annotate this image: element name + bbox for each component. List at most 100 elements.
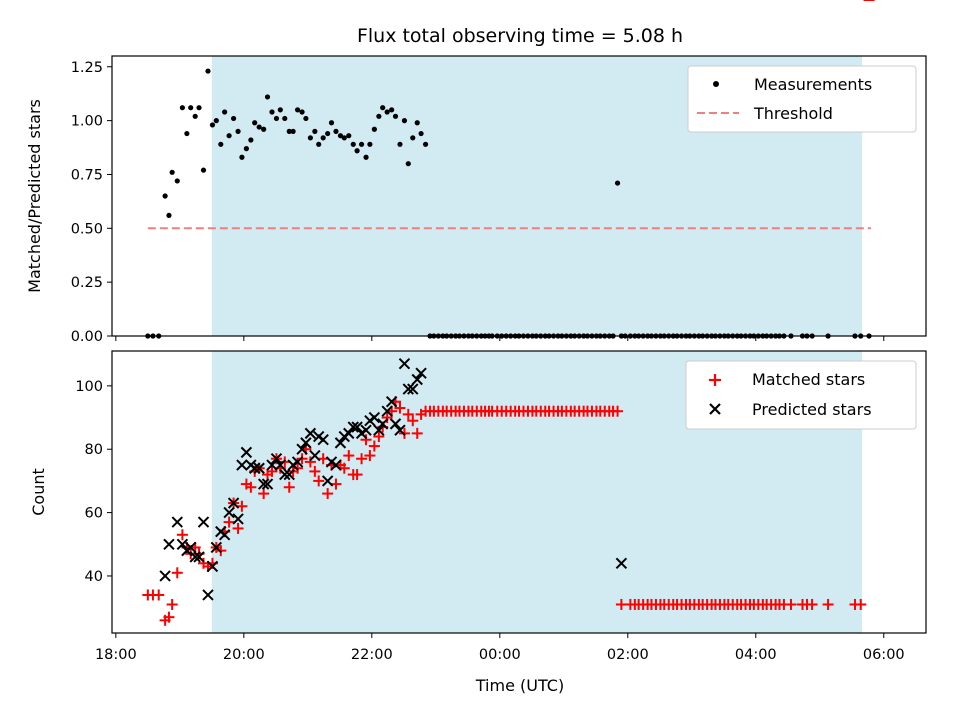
measurement-point <box>273 115 280 122</box>
measurement-point <box>414 120 420 126</box>
predicted-star-point <box>398 357 411 370</box>
measurement-point <box>269 109 275 115</box>
predicted-star-point <box>236 459 248 471</box>
predicted-star-point <box>279 468 291 481</box>
bottom-panel-frame <box>111 350 927 634</box>
predicted-star-point <box>248 462 261 474</box>
measurement-point <box>614 180 621 186</box>
x-tick-label: 20:00 <box>223 647 265 663</box>
measurement-point <box>196 105 202 111</box>
measurement-point <box>213 118 219 124</box>
x-tick-label: 06:00 <box>863 647 905 663</box>
measurement-point <box>248 137 254 143</box>
predicted-star-point <box>407 383 419 395</box>
matched-star-point <box>232 522 244 534</box>
bottom-panel: 40 60 80 100 18:00 20:00 22:00 00:00 02:00 04:00… <box>29 0 927 695</box>
x-tick-label: 02:00 <box>607 647 649 663</box>
measurement-point <box>192 113 198 119</box>
predicted-star-point <box>253 462 265 474</box>
measurement-point <box>179 105 185 111</box>
predicted-star-point <box>206 560 219 573</box>
predicted-star-point <box>232 513 244 525</box>
top-y-tick-label: 0.50 <box>71 221 103 237</box>
measurement-point <box>341 135 347 141</box>
bottom-y-tick-label: 80 <box>85 442 103 458</box>
predicted-star-point <box>351 421 363 433</box>
measurement-point <box>209 122 216 128</box>
matched-star-point <box>166 598 178 610</box>
measurement-point <box>294 107 301 113</box>
measurement-point <box>354 148 360 154</box>
measurement-point <box>277 107 283 113</box>
matched-star-point <box>785 598 797 610</box>
measurement-point <box>358 141 365 147</box>
matched-star-point <box>407 415 419 427</box>
measurement-point <box>226 133 232 139</box>
predicted-star-point <box>415 367 427 379</box>
bottom-y-tick-label: 40 <box>85 569 103 585</box>
measurement-point <box>350 141 356 147</box>
predicted-star-point <box>266 459 278 471</box>
measurement-point <box>397 141 403 147</box>
measurement-point <box>169 169 175 175</box>
bottom-legend-box <box>685 360 917 430</box>
matched-star-point <box>322 488 334 500</box>
measurement-point <box>261 126 267 132</box>
predicted-star-point <box>291 456 304 468</box>
predicted-star-point <box>385 395 398 408</box>
matched-star-point <box>360 434 372 446</box>
measurement-point <box>256 124 262 130</box>
measurement-point <box>282 115 288 122</box>
matched-star-point <box>313 475 325 487</box>
matched-star-point <box>343 450 355 462</box>
predicted-star-point <box>218 529 231 541</box>
predicted-star-point <box>185 541 197 554</box>
x-tick-label: 22:00 <box>351 647 393 663</box>
top-legend-box <box>687 65 917 133</box>
legend-threshold-label: Threshold <box>753 104 833 123</box>
measurement-point <box>376 113 382 119</box>
matched-star-point <box>373 431 385 443</box>
matched-star-point <box>356 453 368 465</box>
legend-measurements-marker <box>713 81 719 87</box>
legend-matched-marker <box>709 374 721 386</box>
predicted-star-point <box>334 437 347 449</box>
predicted-star-point <box>381 405 393 417</box>
measurement-point <box>401 118 408 124</box>
predicted-star-point <box>227 497 240 509</box>
measurement-point <box>380 105 386 111</box>
predicted-star-point <box>343 427 355 440</box>
top-y-tick-label: 1.00 <box>71 114 103 130</box>
predicted-star-point <box>202 589 214 601</box>
top-legend: Measurements Threshold <box>687 65 917 133</box>
predicted-star-point <box>159 570 171 582</box>
predicted-star-point <box>402 383 414 395</box>
matched-star-point <box>411 427 423 439</box>
measurement-point <box>290 128 296 134</box>
matched-star-point <box>822 598 834 610</box>
predicted-star-point <box>360 424 372 436</box>
measurement-point <box>184 130 190 137</box>
legend-measurements-label: Measurements <box>754 75 872 94</box>
measurement-point <box>243 146 249 152</box>
matched-star-point <box>176 529 188 541</box>
predicted-star-point <box>176 538 189 550</box>
predicted-star-point <box>296 443 308 455</box>
predicted-star-point <box>317 434 329 446</box>
measurement-point <box>222 109 228 115</box>
measurement-point <box>392 113 399 119</box>
top-panel-frame <box>111 55 927 337</box>
predicted-star-point <box>368 411 381 424</box>
bottom-y-axis-label: Count <box>29 468 48 516</box>
measurement-point <box>422 141 429 147</box>
bottom-y-tick-label: 100 <box>75 379 103 395</box>
measurement-point <box>252 120 258 126</box>
top-y-tick-label: 1.25 <box>71 60 103 76</box>
matched-star-point <box>283 481 295 493</box>
predicted-star-point <box>389 418 402 430</box>
measurement-point <box>299 109 305 115</box>
measurement-point <box>367 141 373 147</box>
measurement-point <box>363 154 369 160</box>
measurement-point <box>205 68 211 74</box>
measurement-point <box>405 161 411 167</box>
